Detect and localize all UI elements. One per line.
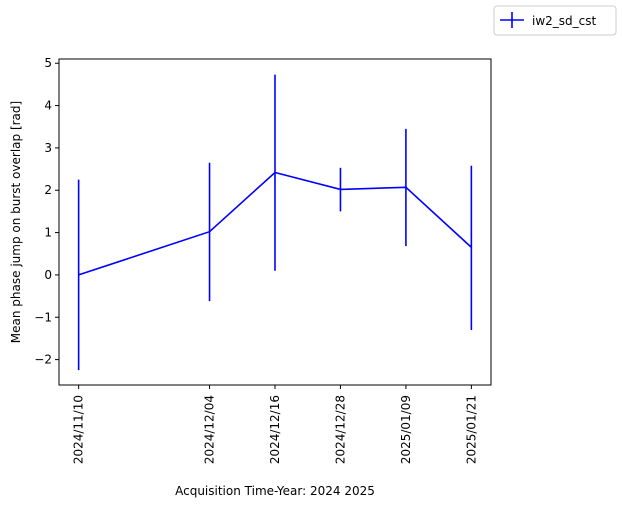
- plot-content: [77, 74, 473, 371]
- y-axis-label: Mean phase jump on burst overlap [rad]: [9, 101, 23, 343]
- y-tick-label: −2: [34, 353, 52, 367]
- x-tick-label: 2024/12/16: [268, 395, 282, 464]
- x-axis: 2024/11/10 2024/12/04 2024/12/16 2024/12/28…: [72, 385, 478, 464]
- x-axis-label: Acquisition Time-Year: 2024 2025: [175, 484, 375, 498]
- x-tick-label: 2024/12/28: [333, 395, 347, 464]
- y-tick-label: 1: [44, 226, 52, 240]
- series-line: [78, 171, 472, 276]
- x-tick-label: 2024/11/10: [72, 395, 86, 464]
- x-tick-label: 2024/12/04: [203, 395, 217, 464]
- x-tick-label: 2025/01/09: [399, 395, 413, 464]
- y-axis: −2 −1 0 1 2 3 4 5: [34, 56, 59, 367]
- y-tick-label: 0: [44, 268, 52, 282]
- legend: iw2_sd_cst: [493, 5, 617, 36]
- legend-box: [493, 5, 617, 36]
- y-tick-label: 3: [44, 141, 52, 155]
- legend-label: iw2_sd_cst: [532, 14, 597, 28]
- y-tick-label: 4: [44, 99, 52, 113]
- y-tick-label: −1: [34, 310, 52, 324]
- plot-frame: [58, 58, 492, 386]
- x-tick-label: 2025/01/21: [464, 395, 478, 464]
- y-tick-label: 5: [44, 56, 52, 70]
- y-tick-label: 2: [44, 183, 52, 197]
